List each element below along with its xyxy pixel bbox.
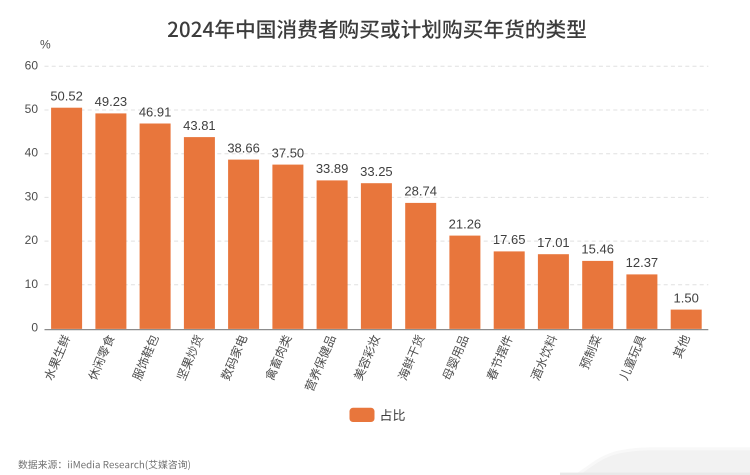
svg-text:10: 10	[25, 277, 39, 291]
svg-text:12.37: 12.37	[626, 255, 659, 270]
svg-text:43.81: 43.81	[183, 118, 216, 133]
svg-text:40: 40	[25, 146, 39, 160]
svg-text:20: 20	[25, 233, 39, 247]
svg-text:37.50: 37.50	[272, 145, 305, 160]
svg-text:17.01: 17.01	[537, 235, 570, 250]
svg-text:17.65: 17.65	[493, 232, 526, 247]
svg-text:50.52: 50.52	[50, 89, 83, 104]
svg-text:33.25: 33.25	[360, 164, 393, 179]
svg-text:%: %	[40, 38, 51, 52]
svg-text:38.66: 38.66	[227, 140, 260, 155]
svg-text:49.23: 49.23	[95, 94, 128, 109]
svg-text:60: 60	[25, 58, 39, 72]
svg-text:50: 50	[25, 102, 39, 116]
svg-text:46.91: 46.91	[139, 104, 172, 119]
svg-text:33.89: 33.89	[316, 161, 349, 176]
svg-text:30: 30	[25, 189, 39, 203]
svg-text:1.50: 1.50	[674, 290, 699, 305]
svg-text:15.46: 15.46	[581, 242, 614, 257]
svg-text:21.26: 21.26	[449, 216, 482, 231]
svg-text:28.74: 28.74	[404, 184, 437, 199]
svg-text:0: 0	[31, 321, 38, 335]
